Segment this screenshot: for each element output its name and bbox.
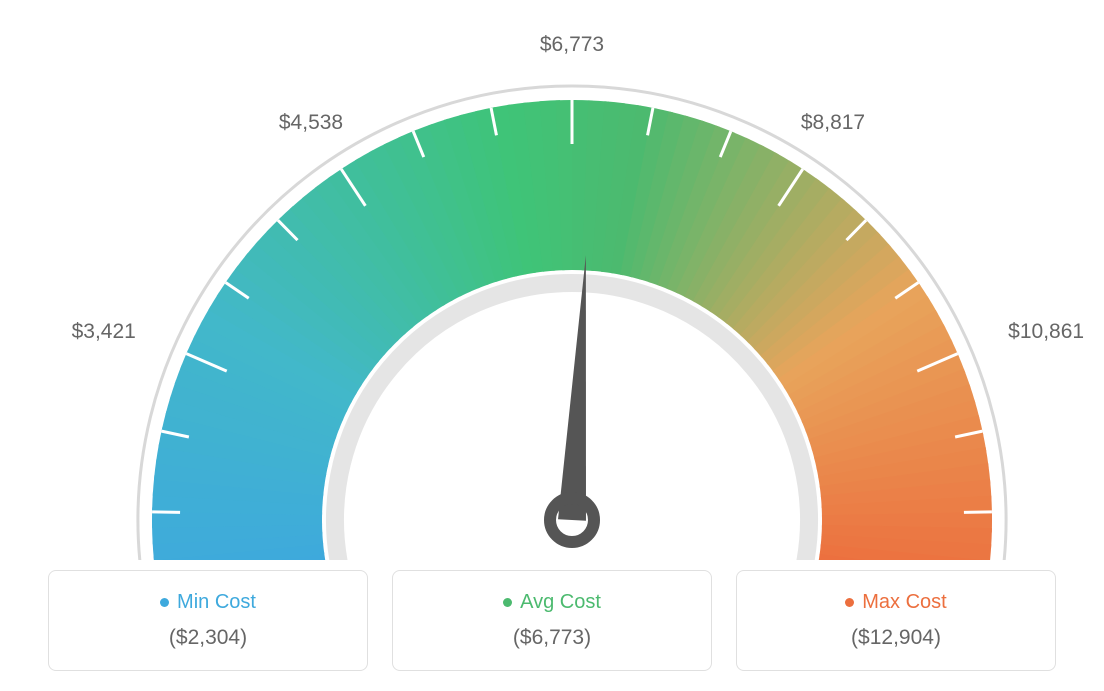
gauge-tick-label: $8,817 <box>801 111 865 134</box>
legend-title-avg: Avg Cost <box>393 591 711 614</box>
legend-dot-min <box>160 598 169 607</box>
legend-dot-max <box>845 598 854 607</box>
legend-value-min: ($2,304) <box>49 626 367 650</box>
legend-card-max: Max Cost ($12,904) <box>736 570 1056 671</box>
legend-row: Min Cost ($2,304) Avg Cost ($6,773) Max … <box>20 570 1084 671</box>
legend-label-max: Max Cost <box>862 591 946 614</box>
legend-card-min: Min Cost ($2,304) <box>48 570 368 671</box>
gauge-chart: $2,304$3,421$4,538$6,773$8,817$10,861$12… <box>20 20 1084 560</box>
legend-label-avg: Avg Cost <box>520 591 601 614</box>
gauge-svg: $2,304$3,421$4,538$6,773$8,817$10,861$12… <box>20 20 1104 560</box>
legend-dot-avg <box>503 598 512 607</box>
legend-title-min: Min Cost <box>49 591 367 614</box>
gauge-tick-label: $3,421 <box>72 320 136 343</box>
gauge-tick-label: $10,861 <box>1008 320 1084 343</box>
legend-value-avg: ($6,773) <box>393 626 711 650</box>
legend-value-max: ($12,904) <box>737 626 1055 650</box>
legend-title-max: Max Cost <box>737 591 1055 614</box>
gauge-tick-label: $6,773 <box>540 33 604 56</box>
legend-card-avg: Avg Cost ($6,773) <box>392 570 712 671</box>
legend-label-min: Min Cost <box>177 591 256 614</box>
gauge-tick-label: $4,538 <box>279 111 343 134</box>
